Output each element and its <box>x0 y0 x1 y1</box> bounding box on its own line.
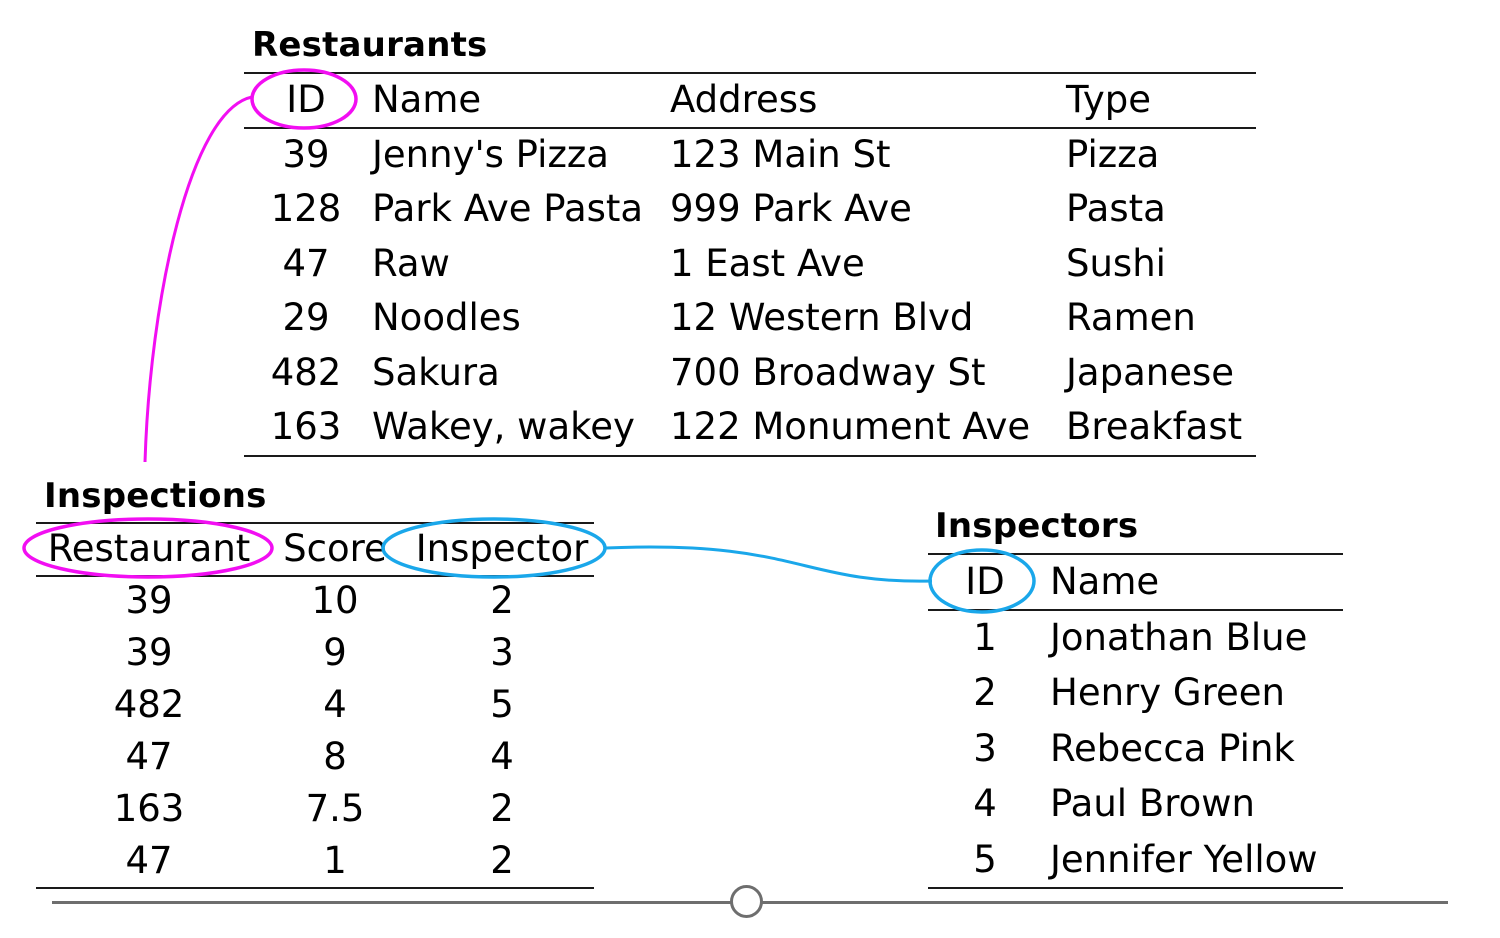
inspectors-bottom-rule <box>928 887 1343 889</box>
inspections-cell-score: 4 <box>323 683 347 726</box>
restaurants-cell-address: 123 Main St <box>670 133 891 176</box>
inspections-header-inspector: Inspector <box>415 527 589 570</box>
restaurants-cell-name: Raw <box>372 242 450 285</box>
restaurants-cell-type: Pizza <box>1066 133 1160 176</box>
inspections-cell-restaurant: 482 <box>113 683 185 726</box>
restaurants-cell-type: Sushi <box>1066 242 1166 285</box>
inspectors-header-name: Name <box>1050 560 1160 603</box>
inspections-cell-inspector: 2 <box>490 839 514 882</box>
restaurants-cell-address: 122 Monument Ave <box>670 405 1031 448</box>
slider-handle[interactable] <box>730 885 763 918</box>
restaurant-id-link <box>143 95 253 463</box>
inspections-cell-inspector: 2 <box>490 579 514 622</box>
restaurants-cell-name: Jenny's Pizza <box>372 133 609 176</box>
restaurants-cell-name: Wakey, wakey <box>372 405 635 448</box>
restaurants-header-id: ID <box>286 78 326 121</box>
inspections-cell-inspector: 3 <box>490 631 514 674</box>
inspections-cell-score: 1 <box>323 839 347 882</box>
inspectors-title: Inspectors <box>935 506 1139 546</box>
restaurants-header-rule <box>244 127 1256 129</box>
restaurants-cell-type: Breakfast <box>1066 405 1243 448</box>
inspections-bottom-rule <box>36 887 594 889</box>
restaurants-cell-name: Park Ave Pasta <box>372 187 644 230</box>
inspections-cell-score: 8 <box>323 735 347 778</box>
inspectors-cell-id: 3 <box>973 727 997 770</box>
restaurants-top-rule <box>244 72 1256 74</box>
inspectors-cell-name: Jonathan Blue <box>1050 616 1308 659</box>
inspections-cell-restaurant: 47 <box>125 839 173 882</box>
inspections-cell-inspector: 4 <box>490 735 514 778</box>
restaurants-cell-id: 29 <box>282 296 330 339</box>
inspections-header-score: Score <box>283 527 387 570</box>
inspectors-header-id: ID <box>965 560 1005 603</box>
restaurants-id-highlight <box>250 68 358 130</box>
inspector-id-link <box>605 545 933 583</box>
restaurants-cell-id: 482 <box>270 351 342 394</box>
inspectors-header-rule <box>928 609 1343 611</box>
restaurants-cell-id: 163 <box>270 405 342 448</box>
restaurants-cell-type: Pasta <box>1066 187 1166 230</box>
restaurants-cell-id: 39 <box>282 133 330 176</box>
inspections-cell-restaurant: 163 <box>113 787 185 830</box>
restaurants-cell-name: Sakura <box>372 351 500 394</box>
restaurants-header-address: Address <box>670 78 818 121</box>
inspectors-cell-name: Henry Green <box>1050 671 1285 714</box>
inspections-cell-restaurant: 47 <box>125 735 173 778</box>
inspectors-top-rule <box>928 553 1343 555</box>
restaurants-cell-address: 700 Broadway St <box>670 351 986 394</box>
inspections-header-rule <box>36 575 594 577</box>
inspectors-cell-id: 4 <box>973 782 997 825</box>
restaurants-header-type: Type <box>1066 78 1151 121</box>
restaurants-cell-id: 128 <box>270 187 342 230</box>
inspections-restaurant-highlight <box>22 517 274 579</box>
restaurants-title: Restaurants <box>252 25 488 65</box>
restaurants-cell-address: 1 East Ave <box>670 242 865 285</box>
inspections-cell-score: 9 <box>323 631 347 674</box>
inspections-cell-restaurant: 39 <box>125 631 173 674</box>
restaurants-header-name: Name <box>372 78 482 121</box>
restaurants-cell-name: Noodles <box>372 296 521 339</box>
inspectors-cell-id: 2 <box>973 671 997 714</box>
inspections-cell-inspector: 2 <box>490 787 514 830</box>
restaurants-cell-type: Ramen <box>1066 296 1196 339</box>
inspectors-cell-name: Jennifer Yellow <box>1050 838 1318 881</box>
inspectors-cell-id: 1 <box>973 616 997 659</box>
inspections-cell-score: 10 <box>311 579 359 622</box>
inspections-cell-inspector: 5 <box>490 683 514 726</box>
restaurants-bottom-rule <box>244 455 1256 457</box>
inspections-cell-restaurant: 39 <box>125 579 173 622</box>
inspectors-cell-name: Paul Brown <box>1050 782 1255 825</box>
restaurants-cell-type: Japanese <box>1066 351 1234 394</box>
restaurants-cell-address: 999 Park Ave <box>670 187 912 230</box>
inspections-cell-score: 7.5 <box>305 787 365 830</box>
inspectors-cell-name: Rebecca Pink <box>1050 727 1295 770</box>
inspections-header-restaurant: Restaurant <box>47 527 251 570</box>
inspections-inspector-highlight <box>381 517 607 579</box>
restaurants-cell-id: 47 <box>282 242 330 285</box>
inspectors-cell-id: 5 <box>973 838 997 881</box>
restaurants-cell-address: 12 Western Blvd <box>670 296 974 339</box>
inspections-title: Inspections <box>44 476 267 516</box>
inspections-top-rule <box>36 522 594 524</box>
inspectors-id-highlight <box>928 548 1036 614</box>
